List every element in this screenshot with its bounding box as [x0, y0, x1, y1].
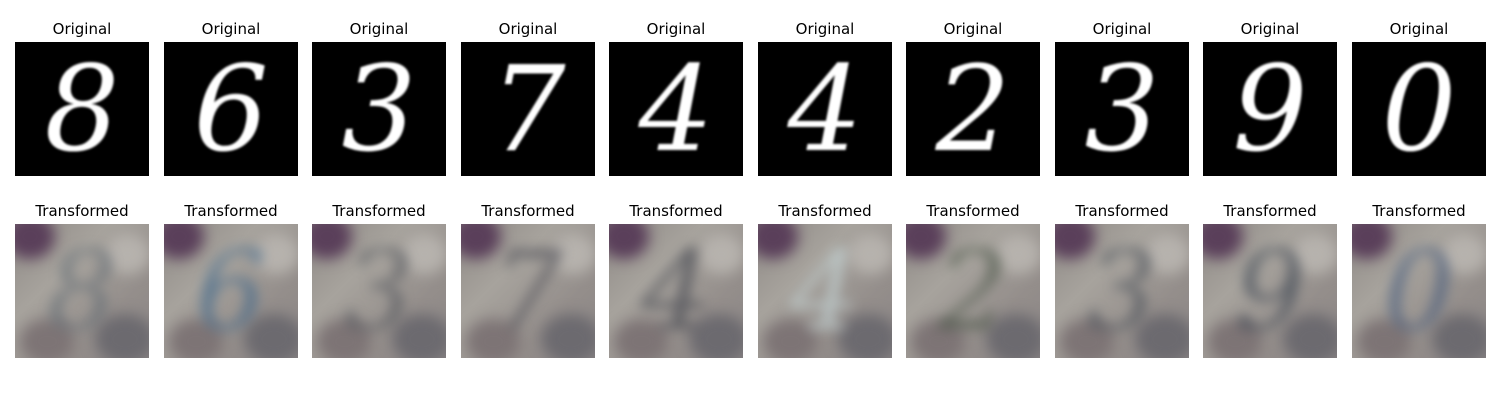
noise-blob	[1432, 314, 1486, 358]
digit-stroke: 3	[1084, 42, 1160, 176]
transformed-digit-image: 3	[1055, 224, 1189, 358]
transformed-digit-image: 4	[609, 224, 743, 358]
transformed-digit-image: 4	[758, 224, 892, 358]
ghost-digit: 4	[641, 227, 711, 355]
noise-blob	[1145, 234, 1189, 274]
ghost-digit: 4	[790, 227, 860, 355]
noise-blob	[996, 234, 1040, 274]
digit-stroke: 8	[44, 42, 120, 176]
transformed-digit-image: 6	[164, 224, 298, 358]
noise-blob	[614, 319, 669, 358]
original-title: Original	[1240, 20, 1300, 38]
transformed-title: Transformed	[778, 202, 872, 220]
noise-blob	[20, 319, 75, 358]
noise-blob	[244, 314, 298, 358]
noise-blob	[1283, 314, 1337, 358]
digit-stroke: 3	[341, 42, 417, 176]
transformed-digit-image: 8	[15, 224, 149, 358]
original-title: Original	[795, 20, 855, 38]
noise-blob	[1060, 319, 1115, 358]
original-title: Original	[943, 20, 1003, 38]
original-title: Original	[646, 20, 706, 38]
digit-stroke: 7	[490, 42, 566, 176]
noise-blob	[1442, 234, 1486, 274]
transformed-title: Transformed	[481, 202, 575, 220]
noise-blob	[541, 314, 595, 358]
original-digit-image: 9	[1203, 42, 1337, 176]
original-digit-image: 4	[758, 42, 892, 176]
ghost-digit: 9	[1235, 227, 1305, 355]
original-title: Original	[1389, 20, 1449, 38]
noise-blob	[699, 234, 743, 274]
original-digit-image: 7	[461, 42, 595, 176]
original-title: Original	[498, 20, 558, 38]
original-title: Original	[52, 20, 112, 38]
original-digit-image: 4	[609, 42, 743, 176]
noise-blob	[848, 234, 892, 274]
transformed-title: Transformed	[1075, 202, 1169, 220]
digit-stroke: 9	[1232, 42, 1308, 176]
original-title: Original	[1092, 20, 1152, 38]
transformed-title: Transformed	[1372, 202, 1466, 220]
digit-stroke: 2	[935, 42, 1011, 176]
noise-blob	[392, 314, 446, 358]
original-digit-image: 6	[164, 42, 298, 176]
noise-blob	[317, 319, 372, 358]
transformed-digit-image: 3	[312, 224, 446, 358]
noise-blob	[254, 234, 298, 274]
noise-blob	[95, 314, 149, 358]
noise-blob	[1293, 234, 1337, 274]
transformed-title: Transformed	[35, 202, 129, 220]
ghost-digit: 7	[493, 227, 563, 355]
digit-stroke: 4	[638, 42, 714, 176]
noise-blob	[911, 319, 966, 358]
noise-blob	[105, 234, 149, 274]
noise-blob	[763, 319, 818, 358]
ghost-digit: 2	[938, 227, 1008, 355]
noise-blob	[551, 234, 595, 274]
original-digit-image: 8	[15, 42, 149, 176]
original-title: Original	[201, 20, 261, 38]
noise-blob	[689, 314, 743, 358]
original-title: Original	[349, 20, 409, 38]
noise-blob	[1208, 319, 1263, 358]
noise-blob	[986, 314, 1040, 358]
ghost-digit: 0	[1384, 227, 1454, 355]
digit-stroke: 6	[193, 42, 269, 176]
noise-blob	[1135, 314, 1189, 358]
noise-blob	[466, 319, 521, 358]
original-digit-image: 0	[1352, 42, 1486, 176]
ghost-digit: 8	[47, 227, 117, 355]
transformed-digit-image: 9	[1203, 224, 1337, 358]
transformed-digit-image: 7	[461, 224, 595, 358]
transformed-title: Transformed	[629, 202, 723, 220]
original-digit-image: 2	[906, 42, 1040, 176]
transformed-title: Transformed	[926, 202, 1020, 220]
noise-blob	[169, 319, 224, 358]
noise-blob	[1357, 319, 1412, 358]
transformed-title: Transformed	[1223, 202, 1317, 220]
original-digit-image: 3	[1055, 42, 1189, 176]
transformed-title: Transformed	[332, 202, 426, 220]
transformed-digit-image: 2	[906, 224, 1040, 358]
noise-blob	[838, 314, 892, 358]
original-digit-image: 3	[312, 42, 446, 176]
ghost-digit: 3	[1087, 227, 1157, 355]
transformed-digit-image: 0	[1352, 224, 1486, 358]
ghost-digit: 6	[196, 227, 266, 355]
digit-stroke: 4	[787, 42, 863, 176]
ghost-digit: 3	[344, 227, 414, 355]
digit-stroke: 0	[1381, 42, 1457, 176]
noise-blob	[402, 234, 446, 274]
transformed-title: Transformed	[184, 202, 278, 220]
